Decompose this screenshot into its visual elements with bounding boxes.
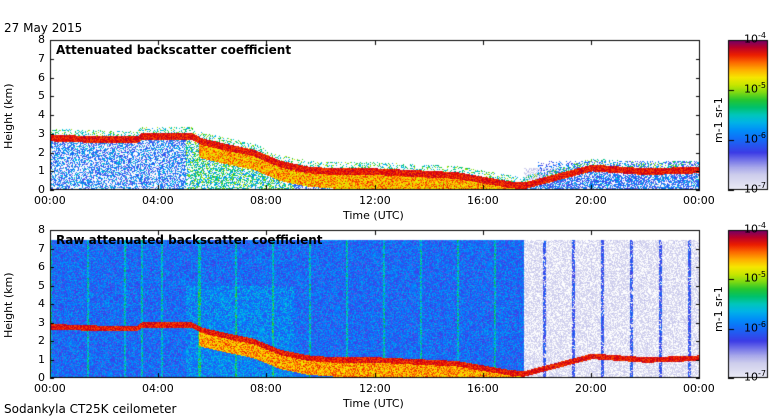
colorbar-tick-exponent: -5 [758, 81, 766, 90]
colorbar-tick-label: 10-7 [744, 369, 766, 384]
colorbar-tick-base: 10 [744, 32, 758, 46]
colorbar-tick-label: 10-5 [744, 81, 766, 96]
colorbar-unit-label: m-1 sr-1 [712, 286, 725, 332]
colorbar-tick-exponent: -7 [758, 181, 766, 190]
x-tick-label: 20:00 [575, 382, 607, 395]
x-tick-label: 00:00 [34, 382, 66, 395]
colorbar-tick-exponent: -7 [758, 369, 766, 378]
x-axis-label: Time (UTC) [343, 209, 404, 222]
colorbar-tick-exponent: -4 [758, 31, 766, 40]
colorbar-tick-base: 10 [744, 82, 758, 96]
x-tick-label: 12:00 [359, 194, 391, 207]
colorbar-tick-exponent: -6 [758, 320, 766, 329]
x-axis-label: Time (UTC) [343, 397, 404, 410]
y-tick-label: 1 [38, 353, 45, 366]
y-tick-label: 8 [38, 223, 45, 236]
colorbar-tick-label: 10-6 [744, 131, 766, 146]
y-tick-label: 4 [38, 108, 45, 121]
colorbar-tick-base: 10 [744, 222, 758, 236]
colorbar-tick-exponent: -5 [758, 270, 766, 279]
y-tick-label: 7 [38, 52, 45, 65]
colorbar-tick-label: 10-7 [744, 181, 766, 196]
y-tick-label: 7 [38, 242, 45, 255]
y-tick-label: 2 [38, 146, 45, 159]
panel-title: Attenuated backscatter coefficient [56, 43, 292, 57]
y-tick-label: 6 [38, 71, 45, 84]
x-tick-label: 08:00 [250, 194, 282, 207]
colorbar-tick-label: 10-4 [744, 221, 766, 236]
x-tick-label: 00:00 [683, 382, 715, 395]
colorbar-tick-exponent: -6 [758, 131, 766, 140]
y-tick-label: 1 [38, 164, 45, 177]
x-tick-label: 00:00 [683, 194, 715, 207]
y-tick-label: 8 [38, 33, 45, 46]
y-tick-label: 2 [38, 334, 45, 347]
y-tick-label: 3 [38, 127, 45, 140]
y-axis-label: Height (km) [2, 272, 15, 338]
y-tick-label: 5 [38, 279, 45, 292]
y-tick-label: 0 [38, 183, 45, 196]
date-label: 27 May 2015 [4, 21, 83, 35]
y-tick-label: 3 [38, 316, 45, 329]
y-tick-label: 5 [38, 89, 45, 102]
x-tick-label: 20:00 [575, 194, 607, 207]
colorbar-tick-base: 10 [744, 370, 758, 384]
colorbar-tick-exponent: -4 [758, 221, 766, 230]
colorbar-tick-base: 10 [744, 321, 758, 335]
x-tick-label: 04:00 [142, 382, 174, 395]
x-tick-label: 16:00 [467, 382, 499, 395]
colorbar-tick-base: 10 [744, 132, 758, 146]
x-tick-label: 08:00 [250, 382, 282, 395]
y-axis-label: Height (km) [2, 83, 15, 149]
x-tick-label: 04:00 [142, 194, 174, 207]
colorbar-tick-label: 10-6 [744, 320, 766, 335]
x-tick-label: 16:00 [467, 194, 499, 207]
panel-title: Raw attenuated backscatter coefficient [56, 233, 323, 247]
x-tick-label: 12:00 [359, 382, 391, 395]
colorbar-tick-base: 10 [744, 182, 758, 196]
x-tick-label: 00:00 [34, 194, 66, 207]
y-tick-label: 0 [38, 371, 45, 384]
colorbar-tick-base: 10 [744, 271, 758, 285]
instrument-label: Sodankyla CT25K ceilometer [4, 402, 177, 416]
colorbar-tick-label: 10-5 [744, 270, 766, 285]
colorbar-tick-label: 10-4 [744, 31, 766, 46]
y-tick-label: 4 [38, 297, 45, 310]
y-tick-label: 6 [38, 260, 45, 273]
colorbar-unit-label: m-1 sr-1 [712, 97, 725, 143]
